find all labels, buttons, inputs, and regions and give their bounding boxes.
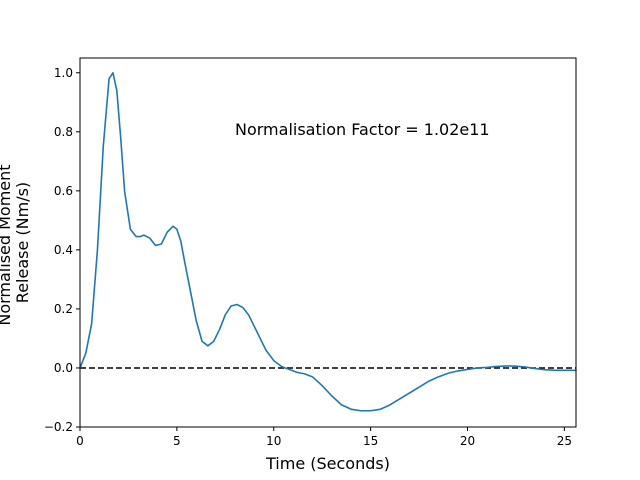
y-axis-label: Normalised Moment Release (Nm/s) [0,159,32,325]
normalisation-annotation: Normalisation Factor = 1.02e11 [235,120,490,139]
y-tick-label: 1.0 [54,66,73,80]
x-axis-ticks: 0 5 10 15 20 25 [76,427,572,448]
y-tick-label: −0.2 [44,420,73,434]
y-tick-label: 0.6 [54,184,73,198]
x-tick-label: 0 [76,434,84,448]
y-axis-ticks: −0.2 0.0 0.2 0.4 0.6 0.8 1.0 [44,66,80,434]
x-tick-label: 10 [266,434,281,448]
y-tick-label: 0.2 [54,302,73,316]
y-tick-label: 0.0 [54,361,73,375]
series-layer [79,71,577,412]
x-tick-label: 15 [363,434,378,448]
plot-frame [79,57,577,428]
x-axis-label: Time (Seconds) [265,454,390,473]
y-tick-label: 0.8 [54,125,73,139]
y-axis-label-line-1: Normalised Moment [0,164,14,325]
x-tick-label: 20 [460,434,475,448]
x-tick-label: 25 [557,434,572,448]
series-line-0 [79,71,577,412]
x-tick-label: 5 [173,434,181,448]
y-tick-label: 0.4 [54,243,73,257]
y-axis-label-line-2: Release (Nm/s) [13,182,32,303]
